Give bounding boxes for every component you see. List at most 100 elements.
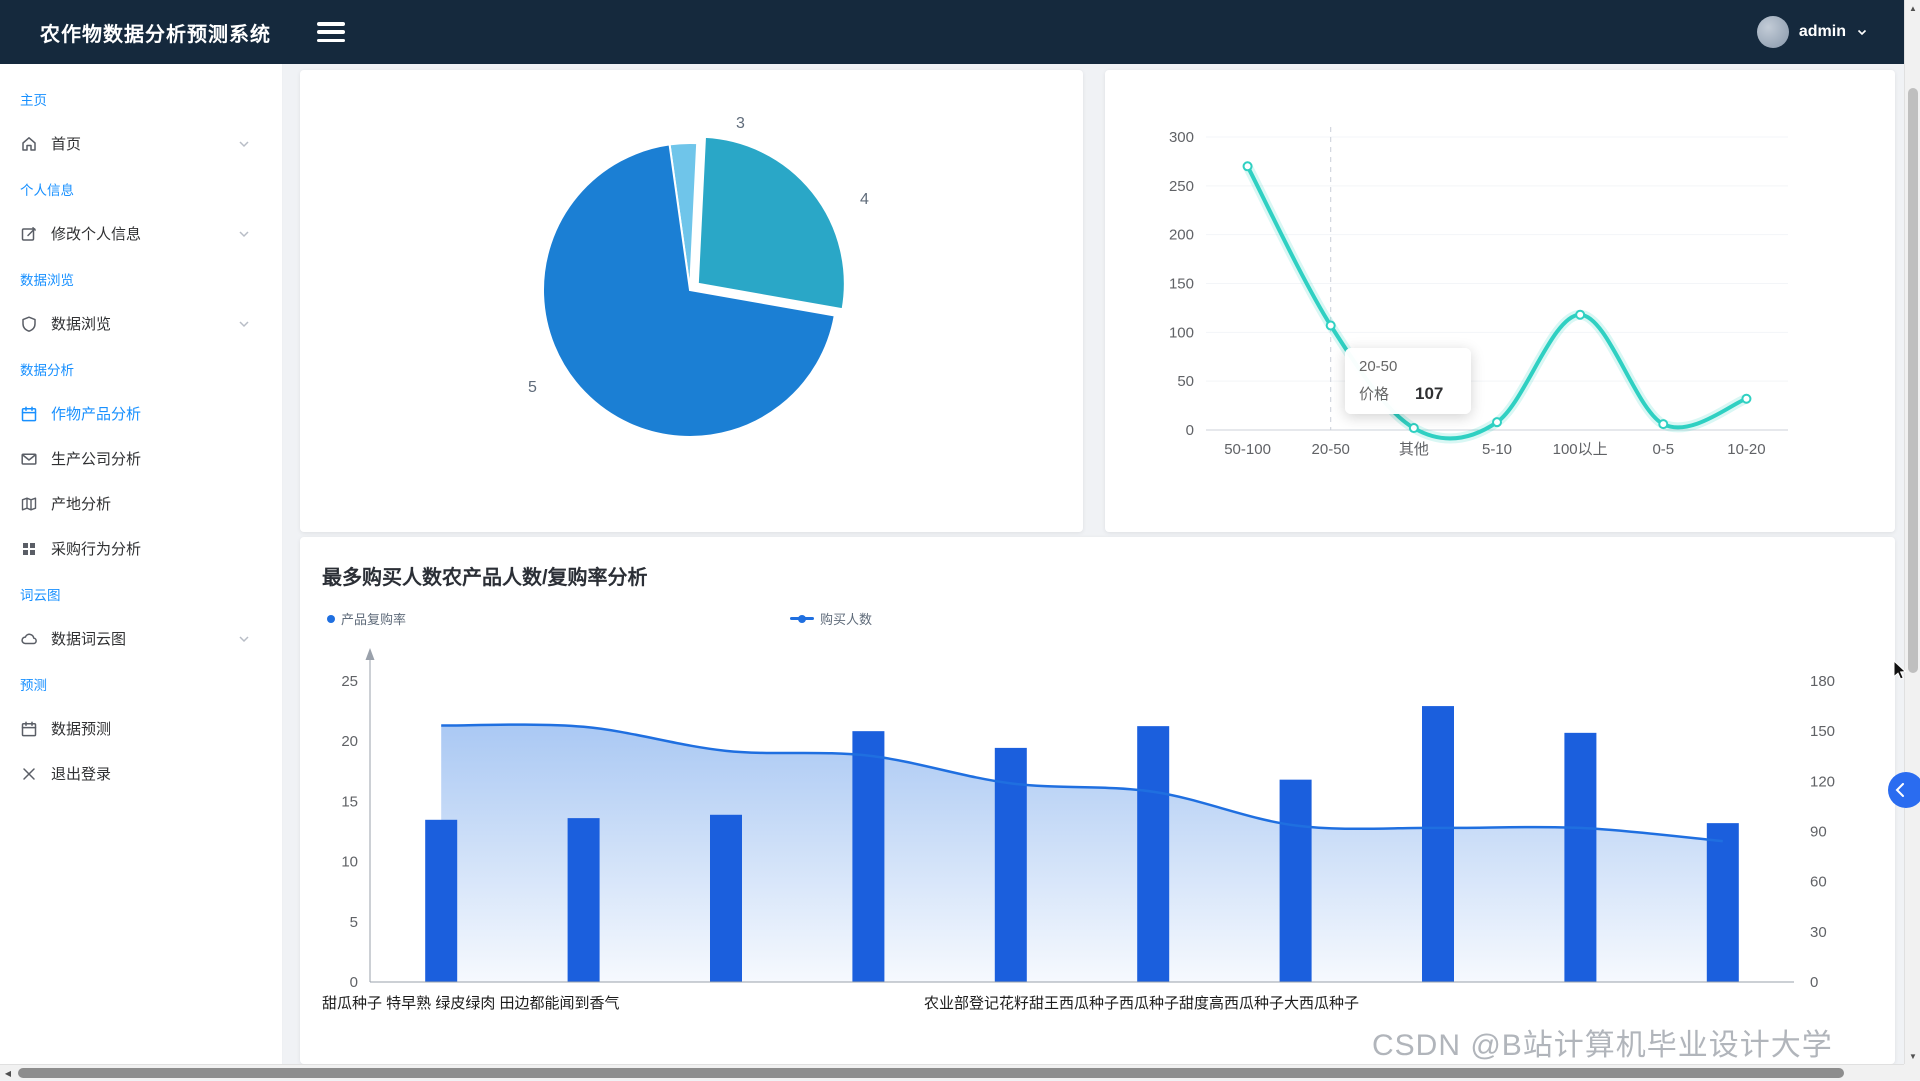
svg-text:50: 50 [1177, 373, 1194, 390]
svg-text:0-5: 0-5 [1652, 441, 1674, 458]
sidebar-item-label: 生产公司分析 [51, 451, 142, 468]
sidebar-section-analysis: 数据分析 [20, 362, 74, 378]
chevron-down-icon [1856, 26, 1868, 38]
svg-text:3: 3 [736, 115, 745, 132]
legend-dot-icon [327, 614, 335, 623]
svg-text:180: 180 [1810, 673, 1835, 690]
app-header: 农作物数据分析预测系统 admin [0, 0, 1920, 64]
sidebar-item-label: 产地分析 [51, 496, 112, 513]
svg-text:5-10: 5-10 [1482, 441, 1512, 458]
chevron-down-icon [238, 138, 250, 150]
calendar-icon [20, 405, 38, 423]
sidebar-section-predict: 预测 [20, 677, 47, 693]
svg-text:5: 5 [528, 379, 537, 396]
legend-label: 购买人数 [820, 612, 873, 627]
svg-text:150: 150 [1810, 723, 1835, 740]
calendar-icon [20, 720, 38, 738]
sidebar-item-label: 修改个人信息 [51, 226, 142, 243]
x-axis-label: 农业部登记花籽甜王西瓜种子西瓜种子甜度高西瓜种子大西瓜种子 [924, 995, 1360, 1012]
sidebar-item-label: 数据浏览 [51, 316, 112, 333]
avatar [1756, 16, 1789, 48]
tooltip-label: 价格 [1359, 386, 1390, 403]
svg-text:0: 0 [1186, 422, 1194, 439]
sidebar-item-home[interactable]: 首页 [0, 121, 282, 166]
sidebar: 主页 首页 个人信息 修改个人信息 数据浏览 数据浏览 数据分析 作物产品分析 … [0, 64, 283, 1064]
vertical-scrollbar-thumb[interactable] [1908, 88, 1918, 673]
svg-text:60: 60 [1810, 874, 1827, 891]
home-icon [20, 135, 38, 153]
svg-text:30: 30 [1810, 924, 1827, 941]
edit-icon [20, 225, 38, 243]
sidebar-section-home: 主页 [20, 92, 47, 108]
watermark: CSDN @B站计算机毕业设计大学 [1372, 1029, 1833, 1062]
sidebar-item-label: 作物产品分析 [51, 406, 142, 423]
svg-text:0: 0 [350, 974, 358, 991]
legend-repurchase-rate[interactable]: 产品复购率 [327, 609, 406, 628]
pie-chart-card: 3 4 5 [300, 70, 1083, 532]
username: admin [1798, 23, 1846, 40]
svg-text:250: 250 [1169, 178, 1194, 195]
sidebar-item-label: 数据预测 [51, 721, 112, 738]
svg-text:100以上: 100以上 [1553, 441, 1608, 458]
legend-label: 产品复购率 [341, 612, 407, 627]
svg-text:120: 120 [1810, 773, 1835, 790]
svg-text:20: 20 [341, 733, 358, 750]
sidebar-item-label: 采购行为分析 [51, 541, 142, 558]
price-line-chart[interactable]: 0 50 100 150 200 250 300 50-100 20-50 其他 5-10 100以上… [1105, 70, 1895, 532]
tooltip-category: 20-50 [1359, 358, 1398, 375]
hamburger-icon [317, 38, 345, 42]
map-icon [20, 495, 38, 513]
cloud-icon [20, 630, 38, 648]
chevron-left-icon [1895, 783, 1905, 797]
svg-text:15: 15 [341, 793, 358, 810]
x-axis-label: 甜瓜种子 特早熟 绿皮绿肉 田边都能闻到香气 [322, 995, 620, 1012]
buyers-chart-card: 最多购买人数农产品人数/复购率分析 产品复购率 购买人数 0 5 10 15 20 25 0… [300, 537, 1895, 1064]
page-title: 农作物数据分析预测系统 [40, 23, 271, 46]
hamburger-icon [317, 30, 345, 34]
legend-buyers[interactable]: 购买人数 [790, 609, 872, 628]
svg-text:50-100: 50-100 [1224, 441, 1271, 458]
svg-text:200: 200 [1169, 227, 1194, 244]
sidebar-item-purchase-analysis[interactable]: 采购行为分析 [0, 526, 282, 571]
panel-toggle-button[interactable] [1888, 772, 1920, 808]
chevron-down-icon [238, 318, 250, 330]
sidebar-item-crop-analysis[interactable]: 作物产品分析 [0, 391, 282, 436]
sidebar-item-origin-analysis[interactable]: 产地分析 [0, 481, 282, 526]
hamburger-icon [317, 22, 345, 26]
grid-icon [20, 540, 38, 558]
horizontal-scrollbar[interactable]: ◀ ▶ [0, 1064, 1920, 1080]
price-line-chart-card: 0 50 100 150 200 250 300 50-100 20-50 其他 5-10 100以上… [1105, 70, 1895, 532]
sidebar-item-edit-profile[interactable]: 修改个人信息 [0, 211, 282, 256]
svg-text:100: 100 [1169, 324, 1194, 341]
shield-icon [20, 315, 38, 333]
svg-text:其他: 其他 [1399, 441, 1429, 458]
svg-text:25: 25 [341, 673, 358, 690]
legend-line-icon [790, 614, 814, 623]
hamburger-menu-button[interactable] [317, 22, 345, 42]
sidebar-item-company-analysis[interactable]: 生产公司分析 [0, 436, 282, 481]
horizontal-scrollbar-thumb[interactable] [18, 1068, 1844, 1078]
scroll-down-arrow[interactable]: ▼ [1909, 1051, 1917, 1061]
svg-text:90: 90 [1810, 824, 1827, 841]
user-menu[interactable]: admin [1756, 0, 1868, 64]
sidebar-item-label: 数据词云图 [51, 631, 127, 648]
vertical-scrollbar[interactable]: ▲ ▼ [1904, 0, 1920, 1064]
scrollbar-corner [1904, 1064, 1920, 1080]
chevron-down-icon [238, 633, 250, 645]
pie-chart[interactable]: 3 4 5 [300, 70, 1083, 532]
svg-text:150: 150 [1169, 276, 1194, 293]
buyers-bar-chart[interactable]: 0 5 10 15 20 25 0 30 60 90 120 150 180 [300, 537, 1895, 1064]
mail-icon [20, 450, 38, 468]
svg-text:5: 5 [350, 914, 358, 931]
tooltip-value: 107 [1415, 384, 1444, 403]
sidebar-item-wordcloud[interactable]: 数据词云图 [0, 616, 282, 661]
sidebar-item-logout[interactable]: 退出登录 [0, 751, 282, 796]
sidebar-section-browse: 数据浏览 [20, 272, 74, 288]
sidebar-item-label: 退出登录 [51, 766, 112, 783]
scroll-up-arrow[interactable]: ▲ [1909, 3, 1917, 13]
scroll-left-arrow[interactable]: ◀ [4, 1068, 12, 1078]
svg-text:10-20: 10-20 [1727, 441, 1765, 458]
sidebar-item-data-browse[interactable]: 数据浏览 [0, 301, 282, 346]
sidebar-item-label: 首页 [51, 136, 82, 153]
sidebar-item-predict[interactable]: 数据预测 [0, 706, 282, 751]
